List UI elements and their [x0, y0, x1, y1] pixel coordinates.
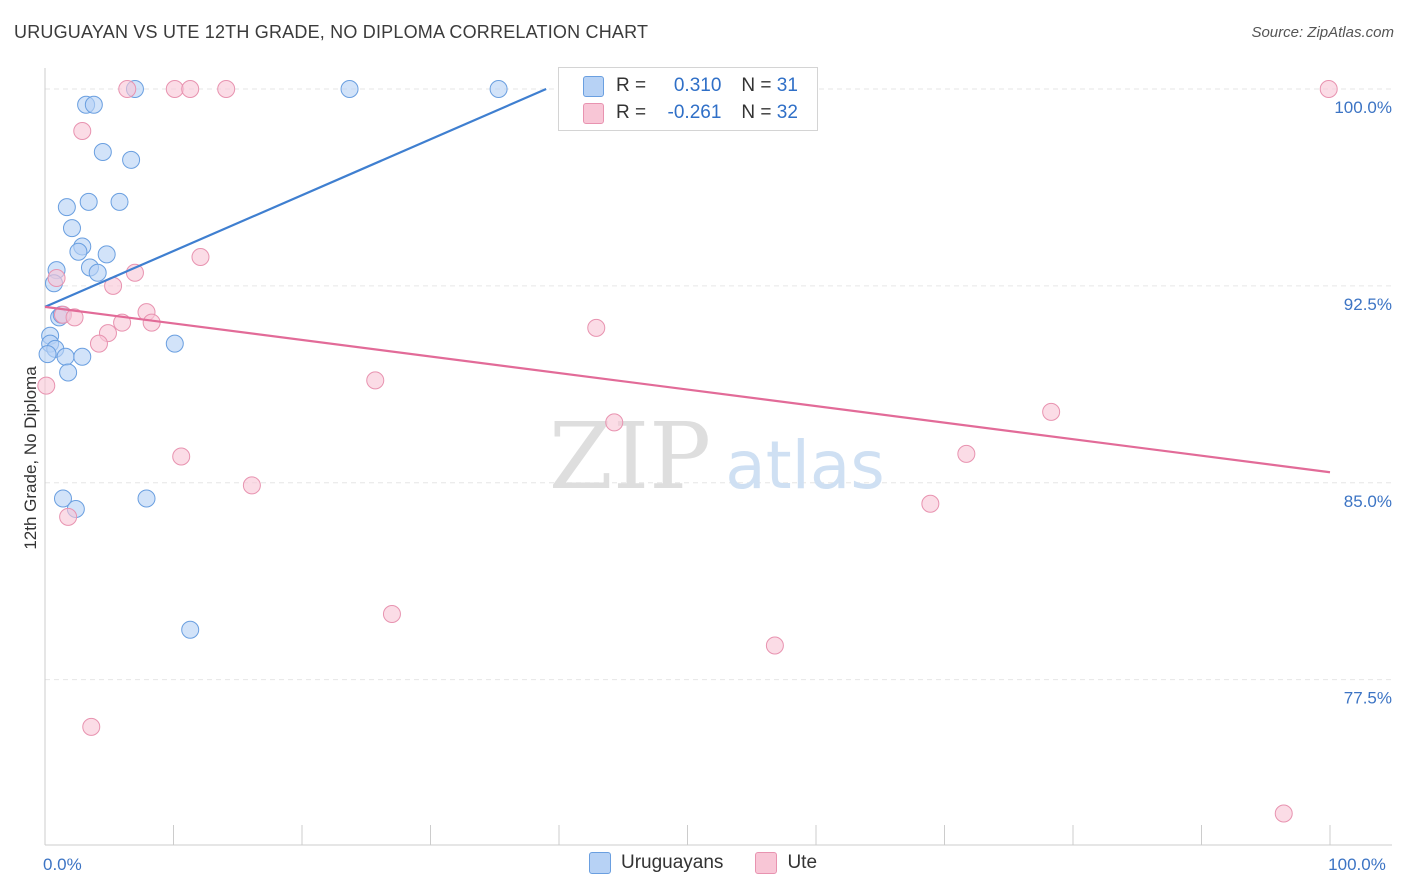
point-ute-19[interactable] [37, 376, 56, 395]
point-uruguayans-28[interactable] [53, 489, 72, 508]
point-uruguayans-4[interactable] [489, 80, 508, 98]
point-uruguayans-3[interactable] [340, 80, 359, 98]
watermark: ZIP atlas [549, 403, 885, 510]
y-tick-label: 77.5% [1344, 689, 1392, 708]
legend-item-ute[interactable]: Ute [755, 852, 817, 874]
legend-n-value: 32 [776, 102, 798, 123]
point-uruguayans-5[interactable] [93, 143, 112, 161]
point-ute-2[interactable] [181, 80, 200, 98]
point-uruguayans-27[interactable] [165, 334, 184, 353]
legend-label-uruguayans: Uruguayans [620, 852, 724, 873]
point-ute-29[interactable] [765, 636, 784, 655]
point-ute-0[interactable] [118, 80, 137, 98]
legend-r-value: 0.310 [673, 75, 722, 96]
correlation-legend: R = 0.310 N = 31 R = -0.261 N = 32 [558, 67, 818, 131]
point-uruguayans-13[interactable] [97, 245, 116, 264]
watermark-zip: ZIP [549, 403, 711, 510]
point-ute-15[interactable] [142, 313, 161, 332]
point-ute-31[interactable] [1274, 804, 1293, 823]
legend-n-value: 31 [776, 75, 798, 96]
axes [44, 68, 1392, 846]
y-tick-label: 100.0% [1334, 98, 1392, 117]
point-ute-26[interactable] [921, 494, 940, 513]
legend-r-label: R = [616, 102, 647, 123]
point-ute-7[interactable] [47, 269, 66, 287]
point-ute-12[interactable] [65, 308, 84, 327]
legend-swatch-uruguayans [583, 75, 604, 97]
point-uruguayans-15[interactable] [88, 263, 107, 282]
point-ute-28[interactable] [382, 605, 401, 623]
watermark-atlas: atlas [725, 427, 885, 504]
point-ute-30[interactable] [82, 717, 101, 736]
point-ute-20[interactable] [366, 371, 385, 390]
legend-n-label: N = [741, 102, 772, 123]
point-ute-22[interactable] [1042, 402, 1061, 421]
legend-r-label: R = [616, 75, 647, 96]
y-tick-label: 85.0% [1344, 492, 1392, 511]
legend-label-ute: Ute [787, 852, 818, 873]
trendline-ute [44, 305, 1331, 474]
legend-swatch-ute [755, 852, 778, 874]
source-label: Source: ZipAtlas.com [1251, 24, 1394, 41]
point-uruguayans-12[interactable] [69, 242, 88, 261]
legend-row-uruguayans: R = 0.310 N = 31 [583, 73, 798, 99]
trendline-uruguayans [44, 87, 547, 308]
point-ute-8[interactable] [191, 248, 210, 266]
point-uruguayans-1[interactable] [84, 95, 103, 114]
point-ute-21[interactable] [605, 413, 624, 432]
legend-item-uruguayans[interactable]: Uruguayans [588, 852, 724, 874]
tick-labels: 100.0% 92.5% 85.0% 77.5% 0.0% 100.0% [43, 98, 1392, 874]
series-legend: Uruguayans Ute [0, 852, 1406, 874]
point-uruguayans-10[interactable] [62, 219, 81, 238]
point-uruguayans-9[interactable] [110, 192, 129, 211]
legend-n-label: N = [741, 75, 772, 96]
point-uruguayans-7[interactable] [57, 198, 76, 217]
gridlines [45, 88, 1392, 681]
point-uruguayans-24[interactable] [56, 347, 75, 366]
legend-swatch-uruguayans [588, 852, 611, 874]
point-uruguayans-30[interactable] [137, 489, 156, 508]
point-ute-3[interactable] [217, 80, 236, 98]
point-uruguayans-8[interactable] [79, 192, 98, 211]
point-uruguayans-31[interactable] [181, 620, 200, 639]
data-points [37, 80, 1338, 823]
x-tick-label: 0.0% [43, 855, 82, 874]
point-ute-6[interactable] [73, 122, 92, 140]
point-ute-17[interactable] [89, 334, 108, 353]
legend-row-ute: R = -0.261 N = 32 [583, 100, 798, 126]
y-tick-label: 92.5% [1344, 295, 1392, 314]
chart-title: URUGUAYAN VS UTE 12TH GRADE, NO DIPLOMA … [14, 22, 649, 42]
point-uruguayans-6[interactable] [122, 150, 141, 169]
point-ute-25[interactable] [242, 476, 261, 495]
trendlines [44, 87, 1331, 474]
point-ute-1[interactable] [165, 80, 184, 98]
x-tick-label: 100.0% [1328, 855, 1386, 874]
point-uruguayans-26[interactable] [59, 363, 78, 382]
legend-swatch-ute [583, 102, 604, 124]
legend-r-value: -0.261 [667, 102, 722, 123]
point-ute-23[interactable] [172, 447, 191, 466]
point-uruguayans-23[interactable] [38, 345, 57, 364]
point-ute-27[interactable] [59, 507, 78, 526]
point-ute-24[interactable] [957, 444, 976, 463]
point-uruguayans-25[interactable] [73, 347, 92, 366]
point-ute-5[interactable] [1319, 80, 1338, 98]
point-ute-18[interactable] [587, 318, 606, 337]
